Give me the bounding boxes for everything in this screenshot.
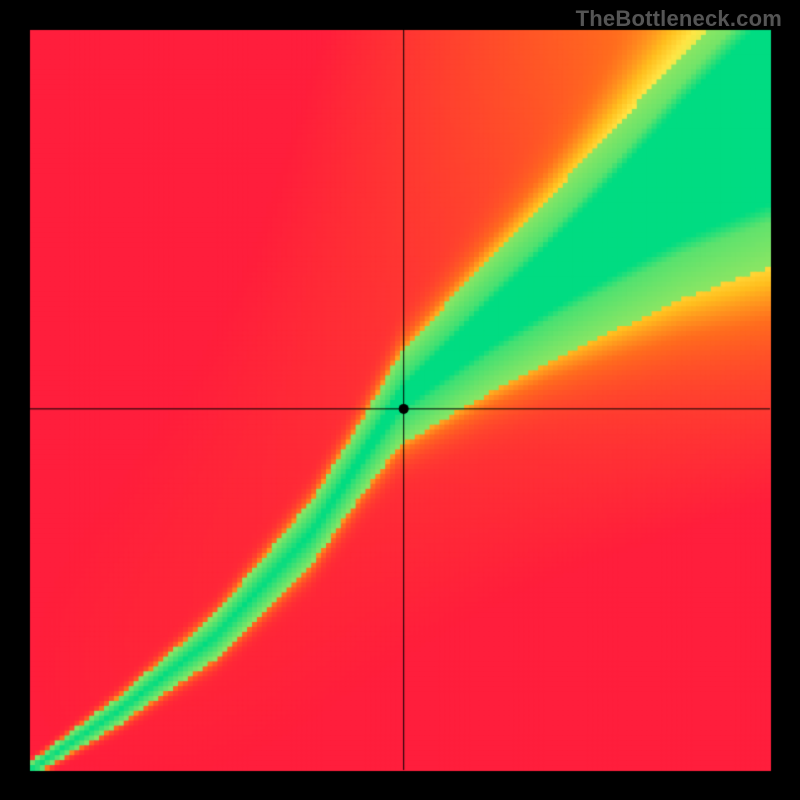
heatmap-canvas xyxy=(0,0,800,800)
watermark-label: TheBottleneck.com xyxy=(576,6,782,32)
chart-container: TheBottleneck.com xyxy=(0,0,800,800)
